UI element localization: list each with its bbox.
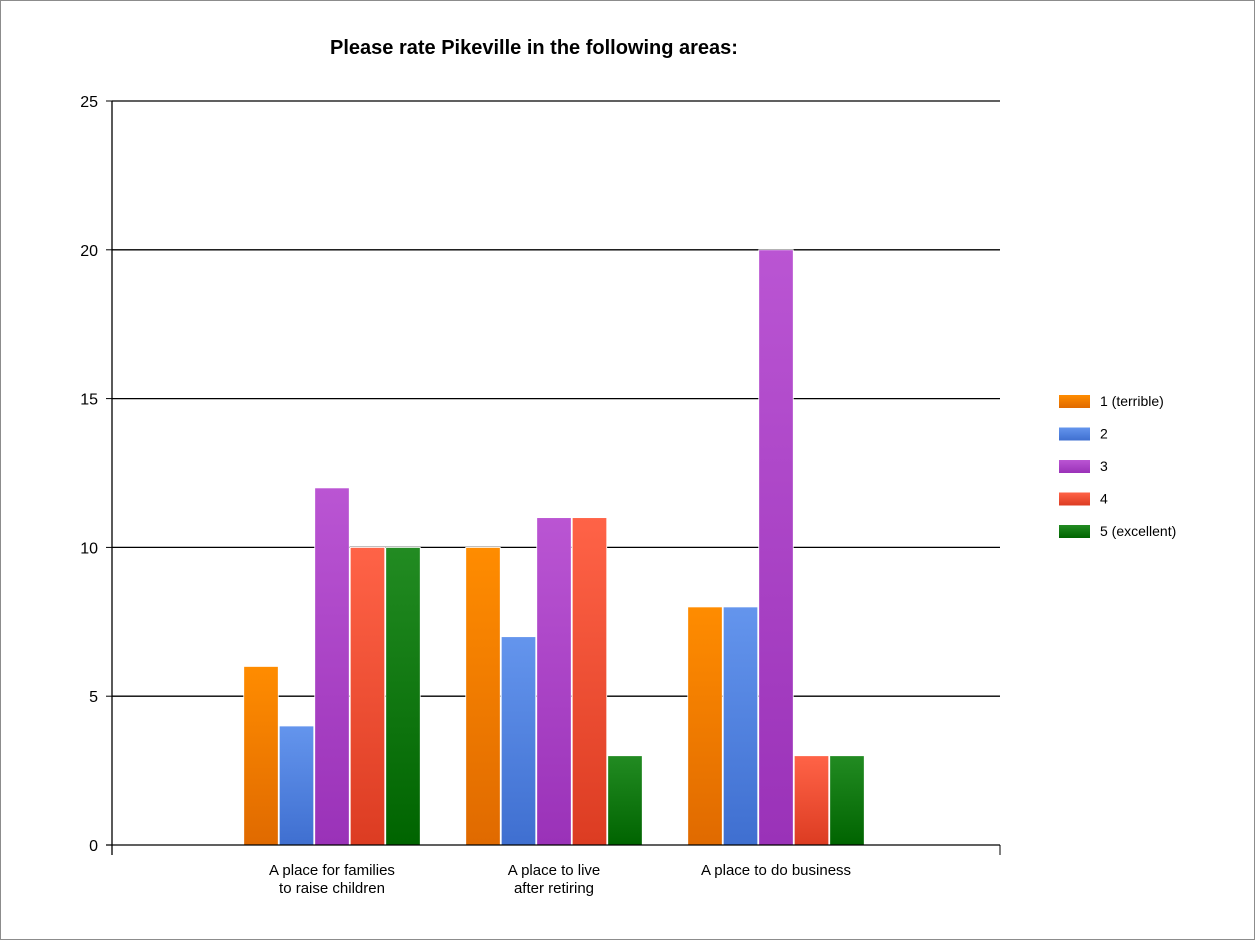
x-category-label: A place to live after retiring	[508, 862, 601, 897]
legend-swatch-1	[1059, 395, 1090, 408]
chart-title: Please rate Pikeville in the following a…	[330, 37, 738, 59]
y-tick-label: 15	[80, 392, 98, 409]
bar-3-cat-2	[536, 517, 572, 846]
y-tick-label: 0	[89, 838, 98, 855]
y-tick-label: 5	[89, 689, 98, 706]
bar-1-cat-1	[243, 666, 279, 846]
legend-swatch-3	[1059, 460, 1090, 473]
bars	[243, 249, 865, 846]
x-category-label-line: to raise children	[279, 880, 385, 897]
bar-5-cat-1	[385, 547, 421, 846]
bar-2-cat-2	[500, 636, 537, 846]
bar-3-cat-3	[758, 249, 794, 846]
legend-label-5: 5 (excellent)	[1100, 523, 1176, 539]
bar-2-cat-3	[722, 606, 759, 846]
legend-swatch-2	[1059, 427, 1090, 441]
bar-3-cat-1	[314, 487, 350, 846]
bar-5-cat-2	[607, 755, 643, 846]
bar-5-cat-3	[829, 755, 865, 846]
y-tick-label: 25	[80, 94, 98, 111]
bar-1-cat-2	[465, 547, 501, 846]
axes	[106, 101, 1001, 855]
y-tick-label: 20	[80, 243, 98, 260]
bar-1-cat-3	[687, 606, 723, 846]
x-category-label: A place for families to raise children	[269, 862, 395, 897]
legend-label-3: 3	[1100, 458, 1108, 474]
legend: 1 (terrible) 2 3 4 5 (excellent)	[1059, 393, 1176, 539]
x-category-label: A place to do business	[701, 862, 851, 879]
x-category-label-line: A place for families	[269, 862, 395, 879]
x-category-label-line: after retiring	[514, 880, 594, 897]
y-tick-label: 10	[80, 540, 98, 557]
y-axis-ticks: 0 5 10 15 20 25	[80, 94, 112, 855]
bar-4-cat-1	[349, 547, 386, 846]
legend-label-4: 4	[1100, 491, 1108, 507]
x-category-label-line: A place to do business	[701, 862, 851, 879]
legend-label-2: 2	[1100, 426, 1108, 442]
bar-4-cat-3	[793, 755, 830, 846]
legend-label-1: 1 (terrible)	[1100, 393, 1164, 409]
bar-4-cat-2	[571, 517, 608, 846]
bar-2-cat-1	[278, 725, 315, 846]
legend-swatch-4	[1059, 492, 1090, 506]
x-category-label-line: A place to live	[508, 862, 601, 879]
legend-swatch-5	[1059, 525, 1090, 538]
